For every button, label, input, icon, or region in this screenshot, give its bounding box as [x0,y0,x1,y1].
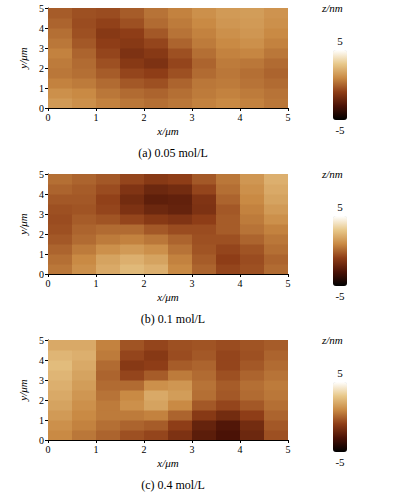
svg-text:5: 5 [286,444,291,455]
svg-text:-5: -5 [335,124,345,136]
svg-text:y/μm: y/μm [17,213,29,235]
svg-text:x/μm: x/μm [156,291,178,303]
svg-text:5: 5 [337,201,343,213]
svg-text:(a) 0.05 mol/L: (a) 0.05 mol/L [138,146,208,160]
svg-text:3: 3 [39,375,44,386]
svg-text:-5: -5 [335,290,345,302]
svg-text:4: 4 [238,444,243,455]
svg-text:0: 0 [39,435,44,446]
svg-text:5: 5 [39,335,44,346]
svg-text:3: 3 [190,112,195,123]
svg-text:5: 5 [286,278,291,289]
svg-text:3: 3 [190,444,195,455]
svg-text:2: 2 [142,278,147,289]
svg-text:(c) 0.4 mol/L: (c) 0.4 mol/L [141,478,205,492]
svg-text:5: 5 [337,35,343,47]
svg-text:1: 1 [39,83,44,94]
svg-text:5: 5 [39,3,44,14]
svg-text:-5: -5 [335,456,345,468]
svg-text:2: 2 [39,229,44,240]
svg-text:y/μm: y/μm [17,379,29,401]
svg-text:3: 3 [39,209,44,220]
svg-text:0: 0 [39,269,44,280]
svg-text:0: 0 [46,112,51,123]
svg-text:2: 2 [39,63,44,74]
svg-text:5: 5 [39,169,44,180]
svg-text:1: 1 [39,249,44,260]
svg-text:z/nm: z/nm [321,168,343,180]
svg-text:5: 5 [337,367,343,379]
svg-text:4: 4 [238,278,243,289]
svg-text:3: 3 [39,43,44,54]
svg-text:2: 2 [142,112,147,123]
svg-text:4: 4 [39,355,44,366]
svg-text:4: 4 [39,189,44,200]
svg-text:1: 1 [94,112,99,123]
svg-text:1: 1 [39,415,44,426]
svg-text:z/nm: z/nm [321,334,343,346]
svg-text:y/μm: y/μm [17,47,29,69]
svg-text:1: 1 [94,444,99,455]
svg-text:2: 2 [142,444,147,455]
svg-text:4: 4 [238,112,243,123]
svg-text:z/nm: z/nm [321,2,343,14]
svg-text:1: 1 [94,278,99,289]
svg-text:4: 4 [39,23,44,34]
svg-text:x/μm: x/μm [156,457,178,469]
svg-text:2: 2 [39,395,44,406]
svg-text:3: 3 [190,278,195,289]
svg-text:5: 5 [286,112,291,123]
svg-text:x/μm: x/μm [156,125,178,137]
svg-text:(b) 0.1 mol/L: (b) 0.1 mol/L [141,312,205,326]
svg-text:0: 0 [46,278,51,289]
svg-text:0: 0 [39,103,44,114]
svg-text:0: 0 [46,444,51,455]
